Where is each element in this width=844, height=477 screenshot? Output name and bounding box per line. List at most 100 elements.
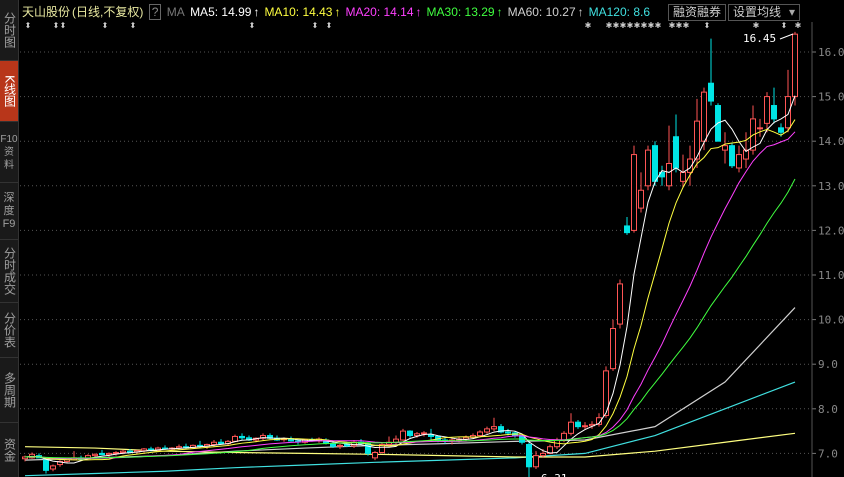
candle-down [43,459,49,471]
sidebar: 分时图 K线图 F10资料 深度F9 分时成交 分价表 多周期 资金 [0,0,19,477]
candle-up [631,154,637,231]
candle-up [421,432,427,435]
sidebar-item-trades[interactable]: 分时成交 [0,240,18,303]
event-marker: ⬍ [704,21,711,30]
event-marker: ✱ [669,21,676,30]
ma-label: MA [166,5,185,19]
sidebar-item-f10[interactable]: F10资料 [0,122,18,183]
candle-up [694,120,700,160]
ma-line-ma30 [24,178,796,459]
candle-up [736,154,742,169]
candle-up [757,127,763,130]
candle-up [582,425,588,428]
event-marker: ✱ [753,21,760,30]
ma-values: MA5: 14.99 ↑ MA10: 14.43 ↑ MA20: 14.14 ↑ MA30:… [190,5,652,19]
ma-value-1: MA10: 14.43 [264,5,333,19]
candle-up [792,33,798,98]
candle-down [99,452,105,456]
ma-value-5: MA120: 8.6 [588,5,650,19]
stock-name: 天山股份 [22,5,71,19]
low-price-label: 6.31 [541,472,568,477]
ma-value-4: MA60: 10.27 [507,5,576,19]
candle-up [232,435,238,442]
up-arrow-icon: ↑ [415,5,422,19]
candle-down [218,441,224,445]
y-tick-label: 13.0 [818,180,844,193]
candle-down [239,435,245,439]
candle-down [771,105,777,120]
chart-header: 天山股份 (日线,不复权) ? MA MA5: 14.99 ↑ MA10: 14.43… [22,4,664,20]
event-marker: ⬍ [249,21,256,30]
sidebar-item-price-volume[interactable]: 分价表 [0,303,18,358]
event-marker: ✱ [795,21,802,30]
candle-down [365,443,371,454]
candle-up [701,91,707,142]
event-marker: ⬍ [781,21,788,30]
candle-up [533,455,539,468]
candle-up [491,426,497,430]
candle-down [778,127,784,133]
candle-up [337,444,343,447]
candle-up [477,431,483,437]
candle-up [50,465,56,470]
sidebar-item-kline[interactable]: K线图 [0,61,18,122]
event-marker: ✱ [634,21,641,30]
ma-line-ma20 [24,131,796,459]
candle-up [764,96,770,124]
candle-down [624,225,630,234]
candle-down [729,145,735,167]
candle-down [330,443,336,447]
event-marker: ✱ [585,21,592,30]
candle-down [148,448,154,451]
event-marker: ⬍ [130,21,137,30]
y-tick-label: 16.0 [818,46,844,59]
event-marker: ⬍ [25,21,32,30]
sidebar-item-intraday[interactable]: 分时图 [0,0,18,61]
ma-line-ma10 [24,119,796,461]
ma-line-ma5 [24,95,796,464]
ma-value-0: MA5: 14.99 [190,5,252,19]
candle-up [106,452,112,456]
candle-up [603,370,609,416]
candle-up [610,328,616,370]
margin-trading-button[interactable]: 融资融券 [668,4,727,21]
event-marker: ⬍ [102,21,109,30]
high-price-label: 16.45 [743,32,776,45]
candle-up [372,452,378,459]
event-marker: ✱ [683,21,690,30]
candle-down [673,136,679,169]
candle-up [596,417,602,425]
candle-up [617,283,623,325]
candle-down [708,82,714,102]
candle-up [666,163,672,187]
candle-up [414,433,420,437]
sidebar-item-multi-period[interactable]: 多周期 [0,358,18,423]
candle-up [743,149,749,160]
candle-down [407,430,413,437]
event-marker: ⬍ [312,21,319,30]
event-marker: ✱ [620,21,627,30]
event-marker: ✱ [655,21,662,30]
y-tick-label: 12.0 [818,224,844,237]
event-marker: ⬍ [326,21,333,30]
candle-up [785,96,791,129]
sidebar-item-depth-f9[interactable]: 深度F9 [0,183,18,240]
sidebar-item-capital[interactable]: 资金 [2,438,17,462]
candle-down [505,431,511,434]
y-tick-label: 7.0 [818,447,838,460]
candle-down [498,426,504,433]
help-button[interactable]: ? [148,4,162,20]
event-marker: ✱ [648,21,655,30]
candle-up [680,171,686,182]
y-tick-label: 14.0 [818,135,844,148]
candle-down [127,450,133,453]
candle-up [113,452,119,455]
candle-up [211,441,217,445]
candle-up [722,145,728,151]
candle-up [379,443,385,454]
candle-up [645,149,651,187]
event-marker: ✱ [641,21,648,30]
ma-settings-button[interactable]: 设置均线 ▾ [728,4,800,21]
high-arrow-icon [779,33,794,40]
